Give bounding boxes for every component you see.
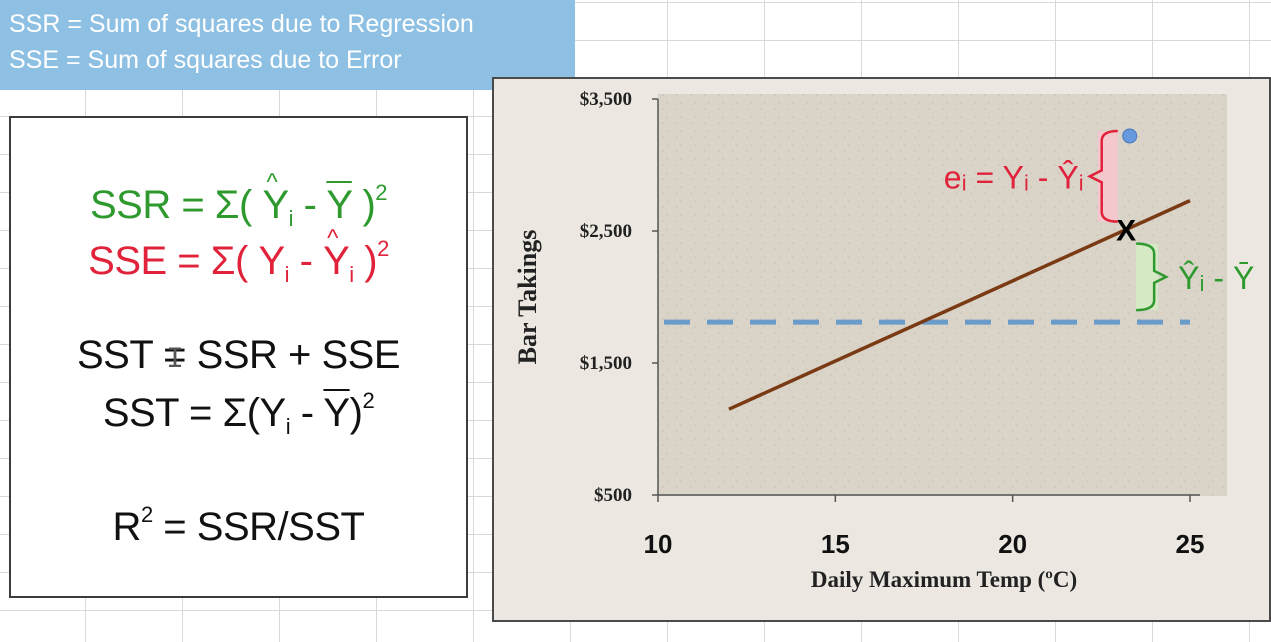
ssr-formula: SSR = Σ( Yi - Y )2 — [11, 169, 466, 232]
predicted-point-marker: X — [1116, 215, 1136, 248]
plot-area — [658, 94, 1227, 496]
x-tick-label: 10 — [644, 529, 673, 559]
sse-formula: SSE = Σ( Yi - Yi )2 — [11, 225, 466, 288]
error-brace — [1086, 129, 1118, 223]
x-axis-title: Daily Maximum Temp (ºC) — [811, 567, 1077, 592]
r-squared-formula: R2 = SSR/SST — [112, 502, 365, 549]
ssr-definition: SSR = Sum of squares due to Regression — [9, 10, 474, 38]
x-tick-label: 15 — [821, 529, 850, 559]
sse-definition: SSE = Sum of squares due to Error — [9, 46, 402, 74]
regression-highlight — [1136, 243, 1159, 311]
regression-line — [728, 199, 1191, 411]
formula-panel: SSR = Σ( Yi - Y )2 SSE = Σ( Yi - Yi )2 S… — [9, 116, 468, 598]
sst-definition-formula: SST = Σ(Yi - Y)2 — [102, 388, 375, 439]
sst-sum-formula: SST = SSR + SSE — [76, 333, 401, 377]
y-tick-label: $2,500 — [580, 221, 632, 242]
error-annotation: eᵢ = Yᵢ - Ŷᵢ — [944, 159, 1084, 195]
x-tick-label: 20 — [998, 529, 1027, 559]
text-cursor-icon: I — [166, 343, 185, 377]
regression-annotation: Ŷᵢ - Ȳ — [1178, 260, 1254, 296]
y-tick-label: $500 — [594, 485, 632, 506]
definitions-banner: SSR = Sum of squares due to Regression S… — [0, 0, 575, 90]
x-tick-label: 25 — [1176, 529, 1205, 559]
y-axis-title: Bar Takings — [513, 230, 542, 365]
y-tick-label: $3,500 — [580, 89, 632, 110]
observed-data-point — [1122, 128, 1138, 144]
y-tick-label: $1,500 — [580, 353, 632, 374]
regression-chart: $3,500 $2,500 $1,500 $500 10 15 20 25 Daily Maxi… — [513, 89, 1254, 592]
regression-brace — [1136, 242, 1169, 312]
